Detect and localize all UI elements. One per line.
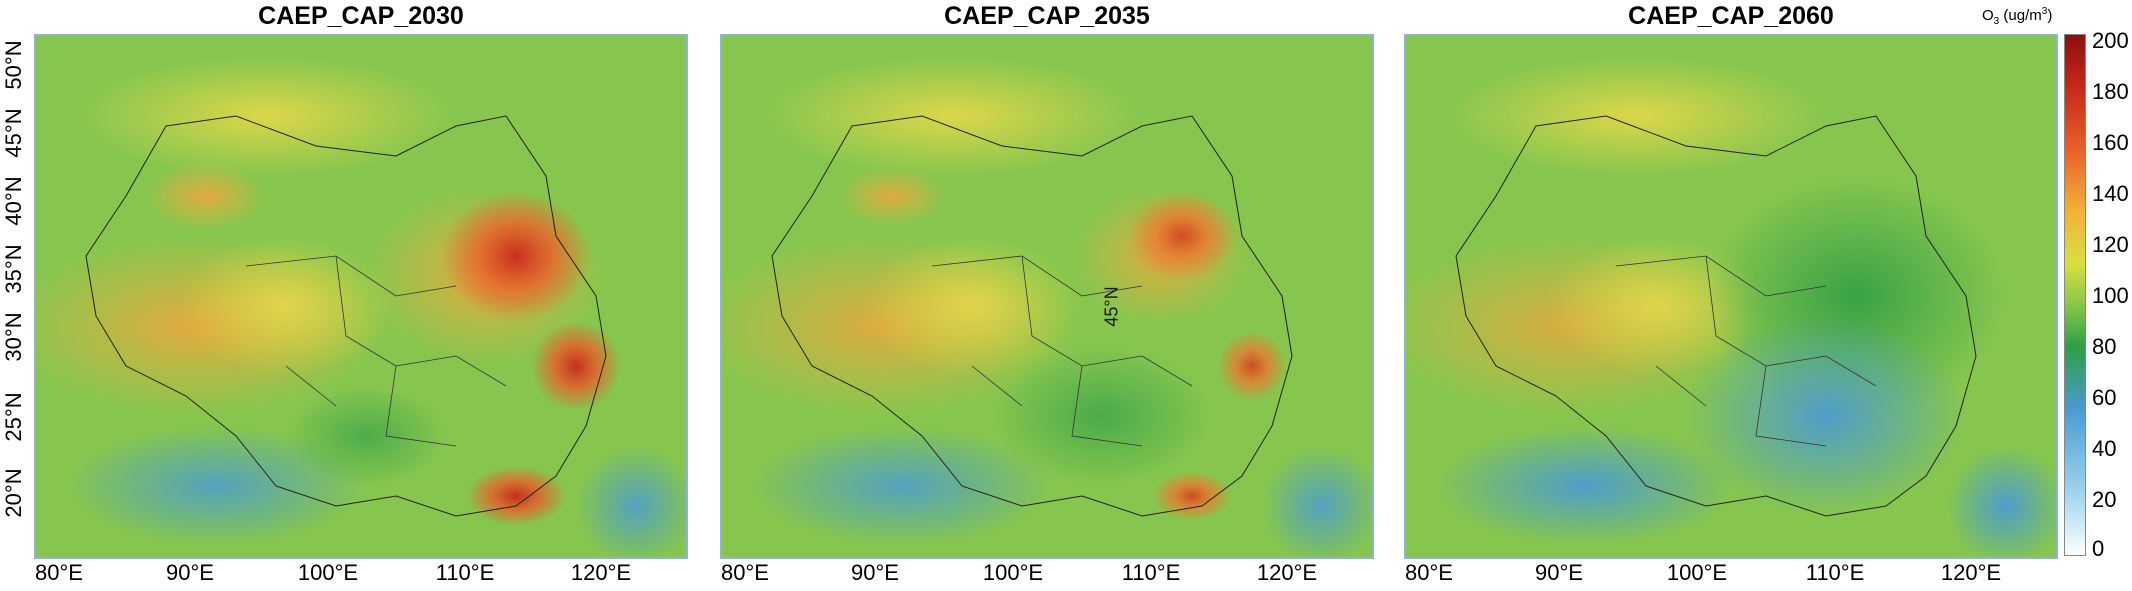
panel-title-2060: CAEP_CAP_2060 xyxy=(1628,2,1834,30)
lon-label-90-a: 90°E xyxy=(166,560,214,585)
lon-label-100-c: 100°E xyxy=(1666,560,1728,585)
unit-text: (ug/m xyxy=(1999,7,2042,24)
lon-label-120-a: 120°E xyxy=(570,560,632,585)
panel-title-2035: CAEP_CAP_2035 xyxy=(944,2,1150,30)
panel-title-2030: CAEP_CAP_2030 xyxy=(258,2,464,30)
ozone-map-2035 xyxy=(722,36,1372,557)
colorbar-tick: 40 xyxy=(2092,436,2117,461)
lon-label-90-c: 90°E xyxy=(1535,560,1583,585)
lon-label-80-b: 80°E xyxy=(721,560,769,585)
unit-close: ) xyxy=(2047,7,2053,24)
ozone-map-2060 xyxy=(1406,36,2056,557)
colorbar-unit: O3 (ug/m3) xyxy=(1982,6,2052,27)
lon-label-100-a: 100°E xyxy=(297,560,359,585)
unit-sup: 3 xyxy=(2041,6,2048,17)
lat-label-25: 25°N xyxy=(1,392,26,442)
colorbar-tick: 0 xyxy=(2092,536,2105,561)
lat-label-30: 30°N xyxy=(1,312,26,362)
lon-label-120-c: 120°E xyxy=(1940,560,2002,585)
map-panel-2030 xyxy=(34,34,688,559)
colorbar-tick: 100 xyxy=(2092,283,2129,308)
colorbar xyxy=(2064,34,2086,556)
lon-label-120-b: 120°E xyxy=(1256,560,1318,585)
colorbar-tick: 60 xyxy=(2092,385,2117,410)
colorbar-tick: 200 xyxy=(2092,28,2129,53)
colorbar-tick: 20 xyxy=(2092,487,2117,512)
map-annotation: 45°N xyxy=(1101,286,1122,327)
unit-o: O xyxy=(1982,7,1994,24)
map-panel-2060 xyxy=(1404,34,2058,559)
lon-label-110-a: 110°E xyxy=(435,560,495,585)
colorbar-tick: 180 xyxy=(2092,79,2129,104)
lat-label-20: 20°N xyxy=(1,468,26,518)
map-panel-2035: 45°N xyxy=(720,34,1374,559)
unit-sub: 3 xyxy=(1993,16,2000,27)
lon-label-80-a: 80°E xyxy=(35,560,83,585)
lon-label-110-b: 110°E xyxy=(1121,560,1181,585)
lon-label-80-c: 80°E xyxy=(1405,560,1453,585)
colorbar-tick: 80 xyxy=(2092,334,2117,359)
lon-label-110-c: 110°E xyxy=(1805,560,1865,585)
lon-label-100-b: 100°E xyxy=(982,560,1044,585)
colorbar-tick: 140 xyxy=(2092,181,2129,206)
colorbar-tick: 120 xyxy=(2092,232,2129,257)
lon-label-90-b: 90°E xyxy=(851,560,899,585)
colorbar-tick: 160 xyxy=(2092,130,2129,155)
ozone-map-2030 xyxy=(36,36,686,557)
